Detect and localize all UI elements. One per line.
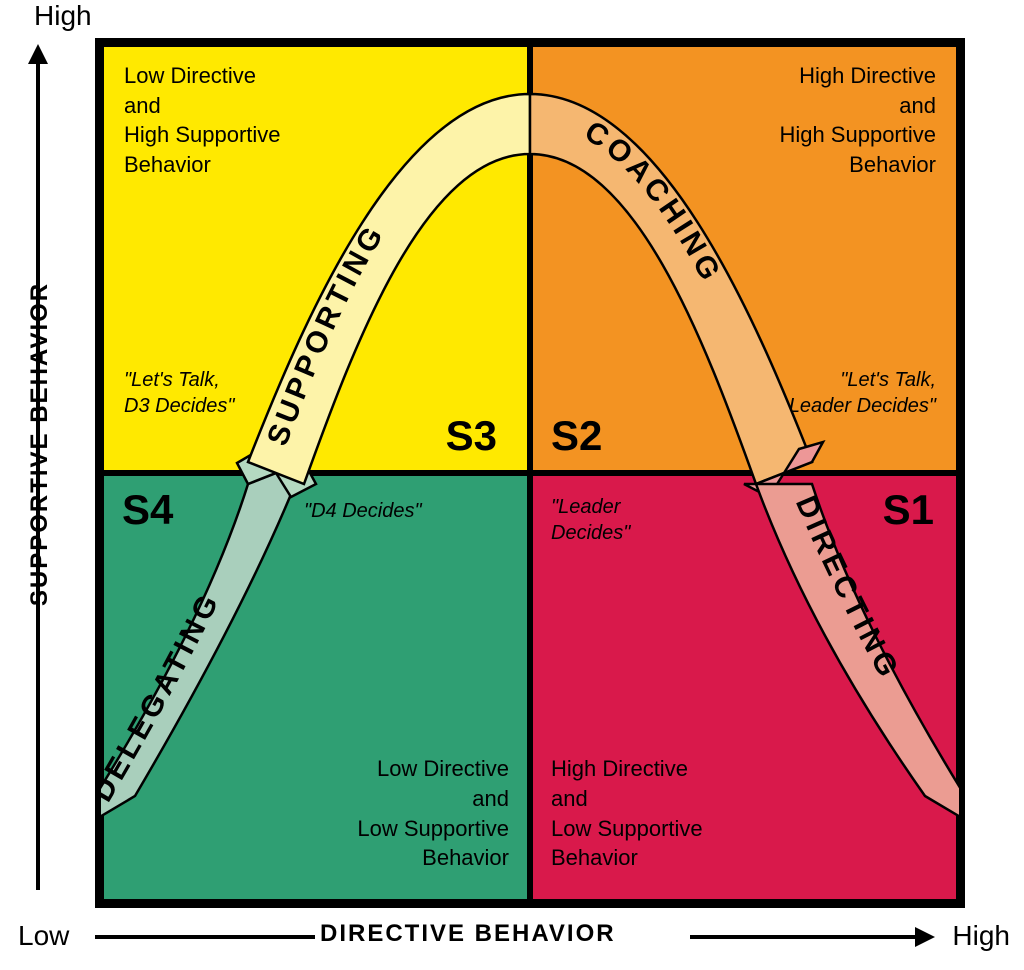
s2-desc-1: High Directive (799, 63, 936, 88)
s1-desc-1: High Directive (551, 756, 688, 781)
s4-desc-3: Low Supportive (357, 816, 509, 841)
y-axis-label: SUPPORTIVE BEHAVIOR (26, 244, 54, 644)
quadrant-s1: S1 "Leader Decides" High Directive and L… (530, 473, 959, 902)
s3-quote-2: D3 Decides" (124, 395, 234, 417)
quadrant-s2: High Directive and High Supportive Behav… (530, 44, 959, 473)
x-axis-arrowhead-icon (915, 927, 935, 947)
s3-quote-1: "Let's Talk, (124, 369, 220, 391)
s2-desc-4: Behavior (849, 152, 936, 177)
x-axis-line-left (95, 935, 315, 939)
quadrant-s4: S4 "D4 Decides" Low Directive and Low Su… (101, 473, 530, 902)
s4-code: S4 (122, 486, 173, 534)
s3-desc-4: Behavior (124, 152, 211, 177)
s1-quote: "Leader Decides" (551, 494, 630, 546)
s2-desc-2: and (899, 93, 936, 118)
s2-desc-3: High Supportive (779, 122, 936, 147)
s1-quote-2: Decides" (551, 522, 630, 544)
s4-desc-2: and (472, 786, 509, 811)
s2-quote-1: "Let's Talk, (840, 369, 936, 391)
s3-desc-3: High Supportive (124, 122, 281, 147)
x-axis-line-right (690, 935, 920, 939)
s4-description: Low Directive and Low Supportive Behavio… (304, 754, 509, 873)
s3-description: Low Directive and High Supportive Behavi… (124, 61, 281, 180)
y-axis-high: High (34, 0, 92, 32)
s4-desc-1: Low Directive (377, 756, 509, 781)
s1-description: High Directive and Low Supportive Behavi… (551, 754, 703, 873)
s3-desc-2: and (124, 93, 161, 118)
s1-desc-4: Behavior (551, 845, 638, 870)
s3-desc-1: Low Directive (124, 63, 256, 88)
s1-desc-3: Low Supportive (551, 816, 703, 841)
s2-quote-2: Leader Decides" (789, 395, 936, 417)
s1-desc-2: and (551, 786, 588, 811)
s3-code: S3 (446, 412, 497, 460)
s2-quote: "Let's Talk, Leader Decides" (789, 367, 936, 419)
axis-low: Low (18, 920, 69, 952)
s4-quote: "D4 Decides" (304, 498, 422, 524)
s3-quote: "Let's Talk, D3 Decides" (124, 367, 234, 419)
s2-description: High Directive and High Supportive Behav… (779, 61, 936, 180)
s2-code: S2 (551, 412, 602, 460)
x-axis-label: DIRECTIVE BEHAVIOR (320, 920, 616, 948)
quadrant-matrix: Low Directive and High Supportive Behavi… (95, 38, 965, 908)
s4-desc-4: Behavior (422, 845, 509, 870)
s1-code: S1 (883, 486, 934, 534)
quadrant-s3: Low Directive and High Supportive Behavi… (101, 44, 530, 473)
diagram-root: High SUPPORTIVE BEHAVIOR Low DIRECTIVE B… (0, 0, 1024, 970)
x-axis-high: High (952, 920, 1010, 952)
s1-quote-1: "Leader (551, 496, 620, 518)
